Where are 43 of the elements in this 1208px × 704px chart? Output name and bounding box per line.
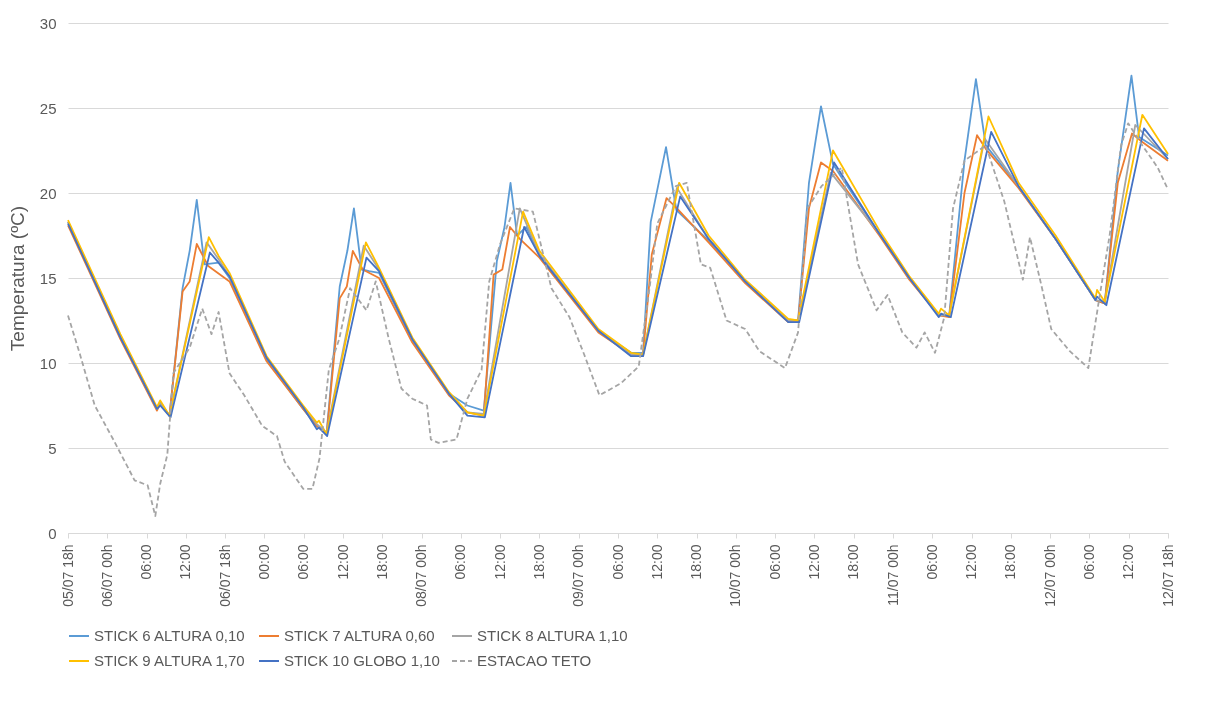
x-tick-label: 08/07 00h bbox=[413, 544, 430, 607]
x-tick-label: 18:00 bbox=[1002, 544, 1019, 580]
x-tick-label: 06:00 bbox=[295, 544, 312, 580]
x-tick-label: 00:00 bbox=[255, 544, 272, 580]
x-tick-label: 09/07 00h bbox=[570, 544, 587, 607]
y-tick-label: 30 bbox=[39, 14, 57, 32]
x-tick-label: 18:00 bbox=[688, 544, 705, 580]
legend-label: STICK 8 ALTURA 1,10 bbox=[477, 627, 628, 644]
y-tick-label: 10 bbox=[39, 354, 57, 372]
legend-label: ESTACAO TETO bbox=[477, 652, 592, 669]
legend-label: STICK 7 ALTURA 0,60 bbox=[284, 627, 435, 644]
x-tick-label: 06/07 00h bbox=[98, 544, 115, 607]
x-tick-label: 06/07 18h bbox=[216, 544, 233, 607]
x-tick-label: 12:00 bbox=[334, 544, 351, 580]
x-tick-label: 12:00 bbox=[648, 544, 665, 580]
x-tick-label: 05/07 18h bbox=[59, 544, 76, 607]
x-tick-label: 06:00 bbox=[609, 544, 626, 580]
x-tick-label: 12:00 bbox=[963, 544, 980, 580]
x-tick-label: 06:00 bbox=[138, 544, 155, 580]
x-tick-label: 18:00 bbox=[373, 544, 390, 580]
y-axis-title: Temperatura (ºC) bbox=[6, 205, 28, 352]
x-tick-label: 12:00 bbox=[491, 544, 508, 580]
x-tick-label: 12/07 00h bbox=[1041, 544, 1058, 607]
x-tick-label: 12:00 bbox=[177, 544, 194, 580]
y-tick-label: 25 bbox=[39, 99, 57, 117]
y-tick-label: 0 bbox=[48, 524, 57, 542]
x-tick-label: 06:00 bbox=[452, 544, 469, 580]
x-tick-label: 06:00 bbox=[1080, 544, 1097, 580]
legend-label: STICK 6 ALTURA 0,10 bbox=[94, 627, 245, 644]
legend-label: STICK 10 GLOBO 1,10 bbox=[284, 652, 440, 669]
y-tick-label: 15 bbox=[39, 269, 57, 287]
x-tick-label: 11/07 00h bbox=[884, 544, 901, 606]
legend-label: STICK 9 ALTURA 1,70 bbox=[94, 652, 245, 669]
y-tick-label: 5 bbox=[48, 439, 57, 457]
x-tick-label: 18:00 bbox=[845, 544, 862, 580]
x-tick-label: 12:00 bbox=[1120, 544, 1137, 580]
y-tick-label: 20 bbox=[39, 184, 57, 202]
x-tick-label: 12:00 bbox=[805, 544, 822, 580]
x-tick-label: 06:00 bbox=[923, 544, 940, 580]
x-tick-label: 18:00 bbox=[530, 544, 547, 580]
x-tick-label: 10/07 00h bbox=[727, 544, 744, 607]
x-tick-label: 06:00 bbox=[766, 544, 783, 580]
x-tick-label: 12/07 18h bbox=[1159, 544, 1176, 607]
